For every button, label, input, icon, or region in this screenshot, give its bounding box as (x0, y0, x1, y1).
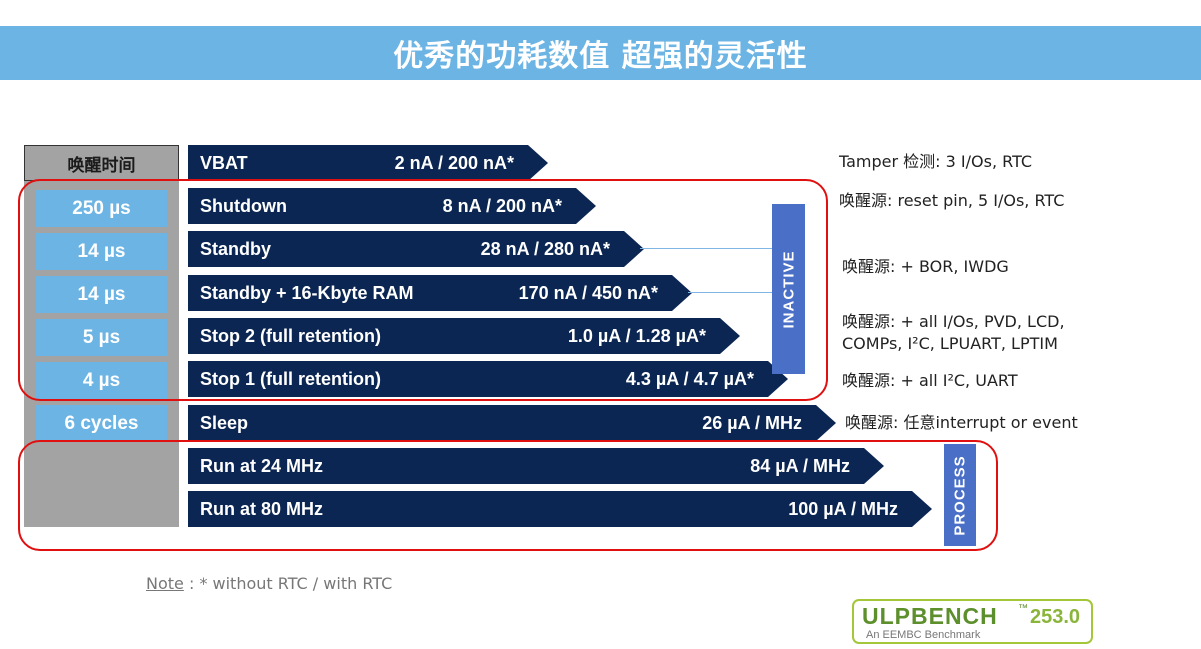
inactive-group-outline (18, 179, 828, 401)
wakeup-note: 唤醒源: 任意interrupt or event (845, 413, 1078, 432)
mode-bar-standby: Standby 28 nA / 280 nA* (188, 231, 644, 267)
wake-time-cell: 14 µs (36, 276, 167, 313)
logo-trademark: ™ (1018, 603, 1028, 614)
mode-current: 100 µA / MHz (788, 499, 898, 519)
mode-current: 170 nA / 450 nA* (518, 283, 658, 303)
mode-current: 28 nA / 280 nA* (480, 239, 610, 259)
mode-bar-standby-ram: Standby + 16-Kbyte RAM 170 nA / 450 nA* (188, 275, 692, 311)
mode-name: Stop 2 (full retention) (200, 326, 381, 346)
title-bar: 优秀的功耗数值 超强的灵活性 (0, 26, 1201, 80)
wake-time-cell: 6 cycles (36, 405, 167, 442)
wake-time-header: 唤醒时间 (24, 145, 179, 181)
wake-time-cell: 5 µs (36, 319, 167, 356)
connector-line (688, 292, 772, 293)
mode-current: 8 nA / 200 nA* (442, 196, 562, 216)
wake-time-cell: 14 µs (36, 233, 167, 270)
mode-name: VBAT (200, 153, 248, 173)
mode-name: Standby + 16-Kbyte RAM (200, 283, 414, 303)
mode-current: 84 µA / MHz (750, 456, 850, 476)
mode-bar-run-80mhz: Run at 80 MHz 100 µA / MHz (188, 491, 932, 527)
mode-bar-shutdown: Shutdown 8 nA / 200 nA* (188, 188, 596, 224)
wake-time-cell: 4 µs (36, 362, 167, 399)
wake-time-cell: 250 µs (36, 190, 167, 227)
mode-name: Shutdown (200, 196, 287, 216)
mode-bar-stop1: Stop 1 (full retention) 4.3 µA / 4.7 µA* (188, 361, 788, 397)
logo-score: 253.0 (1030, 606, 1081, 628)
wakeup-note: 唤醒源: + BOR, IWDG (842, 257, 1009, 276)
process-label-box: PROCESS (944, 444, 976, 546)
footnote: Note : * without RTC / with RTC (146, 574, 392, 593)
mode-name: Stop 1 (full retention) (200, 369, 381, 389)
mode-bar-sleep: Sleep 26 µA / MHz (188, 405, 836, 441)
inactive-label-box: INACTIVE (772, 204, 805, 374)
mode-current: 26 µA / MHz (702, 413, 802, 433)
mode-bar-run-24mhz: Run at 24 MHz 84 µA / MHz (188, 448, 884, 484)
mode-current: 4.3 µA / 4.7 µA* (625, 369, 754, 389)
ulpbench-logo: ULPBENCH ™ 253.0 An EEMBC Benchmark (852, 599, 1093, 644)
wakeup-note: 唤醒源: + all I²C, UART (842, 371, 1018, 390)
process-group-outline (18, 440, 998, 551)
mode-name: Run at 24 MHz (200, 456, 324, 476)
connector-line (640, 248, 772, 249)
mode-name: Run at 80 MHz (200, 499, 324, 519)
footnote-label: Note (146, 574, 184, 593)
mode-current: 1.0 µA / 1.28 µA* (567, 326, 706, 346)
mode-name: Standby (200, 239, 272, 259)
footnote-text: : * without RTC / with RTC (183, 574, 393, 593)
wakeup-note: Tamper 检测: 3 I/Os, RTC (839, 152, 1033, 171)
mode-bar-stop2: Stop 2 (full retention) 1.0 µA / 1.28 µA… (188, 318, 740, 354)
wakeup-note: 唤醒源: + all I/Os, PVD, LCD, (842, 312, 1065, 331)
mode-bar-vbat: VBAT 2 nA / 200 nA* (188, 145, 548, 181)
logo-subtitle: An EEMBC Benchmark (866, 629, 981, 641)
page-title: 优秀的功耗数值 超强的灵活性 (393, 39, 808, 74)
mode-current: 2 nA / 200 nA* (394, 153, 514, 173)
wakeup-note: 唤醒源: reset pin, 5 I/Os, RTC (839, 191, 1065, 210)
mode-name: Sleep (200, 413, 249, 433)
logo-brand: ULPBENCH (862, 603, 998, 629)
wakeup-note: COMPs, I²C, LPUART, LPTIM (842, 334, 1058, 353)
